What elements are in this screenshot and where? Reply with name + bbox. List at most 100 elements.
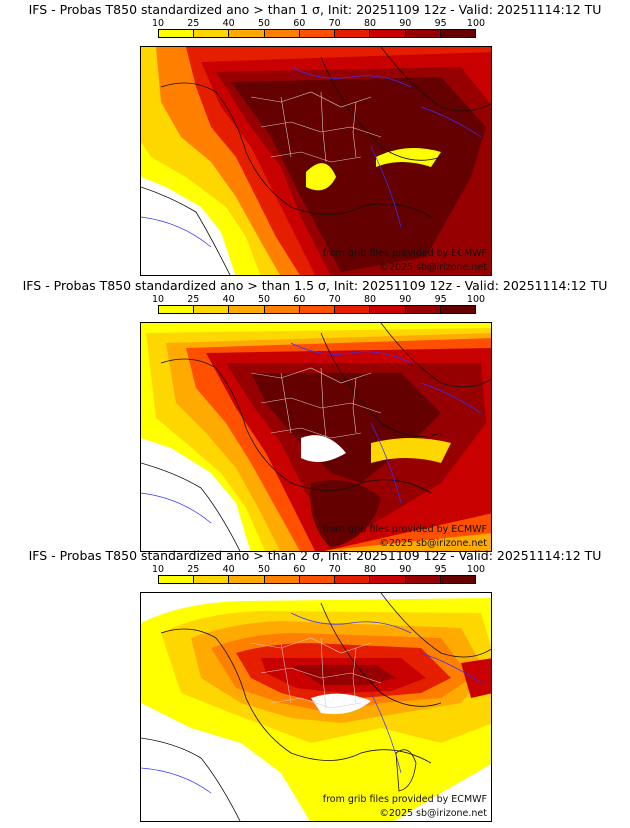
regional-borders bbox=[250, 91, 382, 163]
colorbar-label: 90 bbox=[399, 294, 412, 305]
white-gaps bbox=[141, 148, 441, 275]
colorbar-swatch bbox=[229, 576, 265, 583]
colorbar-swatches bbox=[158, 575, 476, 584]
colorbar-label: 50 bbox=[257, 294, 271, 305]
colorbar-swatch bbox=[229, 30, 265, 37]
map-panel-1: IFS - Probas T850 standardized ano > tha… bbox=[0, 2, 630, 278]
country-borders bbox=[141, 47, 491, 275]
colorbar-swatch bbox=[299, 306, 336, 313]
colorbar-label: 40 bbox=[222, 564, 235, 575]
colorbar-label: 40 bbox=[222, 18, 235, 29]
panel-title: IFS - Probas T850 standardized ano > tha… bbox=[22, 278, 608, 293]
colorbar-swatches bbox=[158, 29, 476, 38]
credit-copyright: ©2025 sb@irizone.net bbox=[379, 262, 487, 273]
map-frame: from grib files provided by ECMWF ©2025 … bbox=[140, 46, 492, 276]
regional-borders bbox=[250, 637, 382, 709]
colorbar-swatch bbox=[159, 576, 195, 583]
colorbar-swatch bbox=[264, 576, 300, 583]
country-borders bbox=[141, 323, 491, 551]
colorbar-swatch bbox=[440, 576, 475, 583]
low-probability-area bbox=[141, 468, 231, 551]
map-frame: from grib files provided by ECMWF ©2025 … bbox=[140, 592, 492, 822]
credit-source: from grib files provided by ECMWF bbox=[322, 248, 487, 259]
colorbar-swatches bbox=[158, 305, 476, 314]
colorbar: 10 25 40 50 60 70 80 90 95 100 bbox=[152, 564, 485, 586]
credit-copyright: ©2025 sb@irizone.net bbox=[379, 538, 487, 549]
colorbar-label: 50 bbox=[257, 564, 271, 575]
panel-title: IFS - Probas T850 standardized ano > tha… bbox=[28, 548, 602, 563]
colorbar-label: 80 bbox=[363, 294, 377, 305]
colorbar-label: 10 bbox=[151, 18, 165, 29]
colorbar-label: 60 bbox=[293, 294, 306, 305]
map-frame: from grib files provided by ECMWF ©2025 … bbox=[140, 322, 492, 552]
colorbar: 10 25 40 50 60 70 80 90 95 100 bbox=[152, 294, 485, 316]
probability-map bbox=[141, 323, 491, 551]
panel-title: IFS - Probas T850 standardized ano > tha… bbox=[28, 2, 602, 17]
rivers bbox=[141, 342, 482, 524]
colorbar-swatch bbox=[335, 576, 371, 583]
colorbar-swatch bbox=[405, 30, 441, 37]
low-probability-area bbox=[376, 148, 441, 167]
colorbar-label: 100 bbox=[466, 564, 486, 575]
low-probability-area bbox=[311, 693, 371, 715]
colorbar-label: 95 bbox=[434, 564, 447, 575]
colorbar-swatch bbox=[194, 306, 230, 313]
colorbar-label: 25 bbox=[187, 18, 200, 29]
colorbar-swatch bbox=[194, 576, 230, 583]
probability-map bbox=[141, 47, 491, 275]
colorbar-swatch bbox=[159, 30, 195, 37]
colorbar-label: 60 bbox=[293, 564, 306, 575]
white-gaps bbox=[141, 435, 451, 551]
colorbar-swatch bbox=[405, 576, 441, 583]
probability-fill bbox=[141, 598, 491, 821]
colorbar-swatch bbox=[370, 576, 406, 583]
colorbar-label: 70 bbox=[328, 294, 341, 305]
colorbar-label: 90 bbox=[399, 18, 412, 29]
colorbar-label: 80 bbox=[363, 564, 377, 575]
colorbar-label: 60 bbox=[293, 18, 306, 29]
colorbar-label: 25 bbox=[187, 564, 200, 575]
map-panel-2: IFS - Probas T850 standardized ano > tha… bbox=[0, 278, 630, 554]
credit-copyright: ©2025 sb@irizone.net bbox=[379, 808, 487, 819]
colorbar-swatch bbox=[264, 30, 300, 37]
colorbar-label: 95 bbox=[434, 18, 447, 29]
colorbar-swatch bbox=[299, 30, 336, 37]
colorbar-swatch bbox=[370, 30, 406, 37]
colorbar-label: 70 bbox=[328, 18, 341, 29]
low-probability-area bbox=[371, 438, 451, 463]
credit-source: from grib files provided by ECMWF bbox=[322, 524, 487, 535]
colorbar-swatch bbox=[370, 306, 406, 313]
regional-borders bbox=[250, 367, 382, 439]
colorbar-swatch bbox=[229, 306, 265, 313]
colorbar-label: 70 bbox=[328, 564, 341, 575]
rivers bbox=[141, 612, 482, 794]
colorbar-swatch bbox=[405, 306, 441, 313]
colorbar-swatch bbox=[299, 576, 336, 583]
credit-source: from grib files provided by ECMWF bbox=[322, 794, 487, 805]
colorbar-swatch bbox=[194, 30, 230, 37]
colorbar-swatch bbox=[440, 30, 475, 37]
map-panel-3: IFS - Probas T850 standardized ano > tha… bbox=[0, 548, 630, 824]
colorbar-label: 25 bbox=[187, 294, 200, 305]
colorbar-label: 80 bbox=[363, 18, 377, 29]
colorbar-label: 10 bbox=[151, 294, 165, 305]
low-probability-area bbox=[306, 163, 336, 191]
colorbar-label: 50 bbox=[257, 18, 271, 29]
probability-map bbox=[141, 593, 491, 821]
colorbar-label: 40 bbox=[222, 294, 235, 305]
colorbar-swatch bbox=[440, 306, 475, 313]
colorbar-label: 100 bbox=[466, 294, 486, 305]
colorbar-label: 10 bbox=[151, 564, 165, 575]
colorbar-swatch bbox=[264, 306, 300, 313]
colorbar-label: 95 bbox=[434, 294, 447, 305]
low-probability-area bbox=[141, 197, 211, 275]
colorbar-swatch bbox=[159, 306, 195, 313]
colorbar-swatch bbox=[335, 30, 371, 37]
colorbar: 10 25 40 50 60 70 80 90 95 100 bbox=[152, 18, 485, 40]
country-borders bbox=[141, 593, 491, 821]
colorbar-swatch bbox=[335, 306, 371, 313]
rivers bbox=[141, 66, 482, 248]
low-probability-area bbox=[301, 435, 346, 462]
colorbar-label: 100 bbox=[466, 18, 486, 29]
colorbar-label: 90 bbox=[399, 564, 412, 575]
